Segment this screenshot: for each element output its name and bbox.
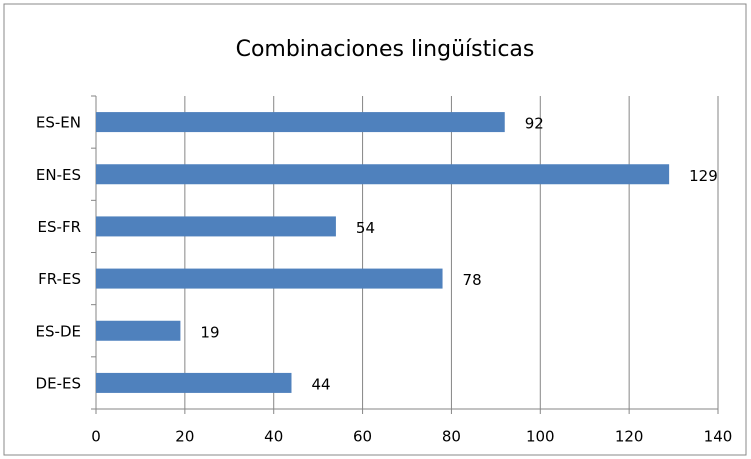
bar — [96, 216, 336, 237]
data-label: 19 — [200, 323, 219, 341]
y-tick-label: ES-FR — [38, 218, 81, 236]
y-tick-label: ES-EN — [36, 114, 81, 132]
data-label: 92 — [525, 115, 544, 133]
x-tick-label: 100 — [526, 428, 555, 446]
data-label: 54 — [356, 219, 375, 237]
data-label: 129 — [689, 167, 718, 185]
bar — [96, 320, 181, 341]
y-tick-label: FR-ES — [38, 270, 81, 288]
bar — [96, 268, 443, 289]
x-tick-label: 80 — [442, 428, 461, 446]
data-label: 44 — [311, 375, 330, 393]
x-tick-label: 40 — [264, 428, 283, 446]
x-tick-label: 60 — [353, 428, 372, 446]
bar — [96, 164, 670, 185]
bar — [96, 112, 505, 133]
bar — [96, 372, 292, 393]
data-label: 78 — [463, 271, 482, 289]
y-tick-label: ES-DE — [36, 322, 81, 340]
x-tick-label: 20 — [175, 428, 194, 446]
y-tick-label: EN-ES — [36, 166, 81, 184]
x-tick-label: 120 — [615, 428, 644, 446]
x-tick-label: 0 — [91, 428, 101, 446]
chart-title: Combinaciones lingüísticas — [236, 37, 535, 62]
x-tick-label: 140 — [704, 428, 733, 446]
y-tick-label: DE-ES — [36, 374, 81, 392]
